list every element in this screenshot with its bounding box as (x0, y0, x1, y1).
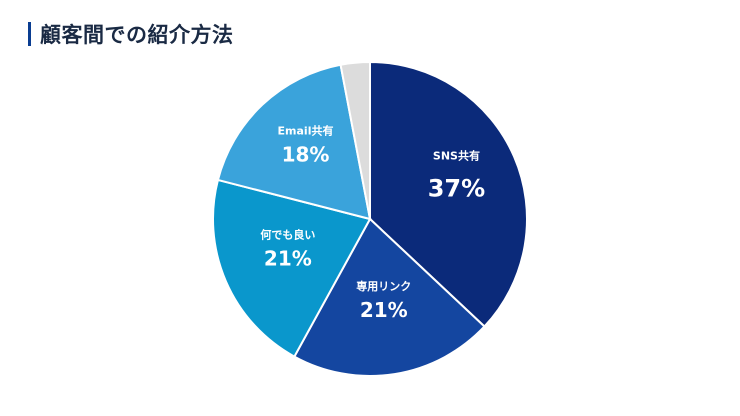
slice-category-label: Email共有 (278, 123, 334, 137)
slice-percent-label: 37% (428, 175, 485, 203)
slice-email (216, 63, 372, 221)
chart-title: 顧客間での紹介方法 (40, 23, 234, 47)
slice-percent-label: 21% (264, 247, 312, 271)
slice-category-label: 専用リンク (356, 279, 411, 293)
title-accent-bar (28, 22, 31, 46)
slice-any (212, 178, 372, 358)
slice-category-label: 何でも良い (260, 228, 315, 242)
slice-link (293, 217, 486, 377)
slice-other (339, 60, 371, 220)
slice-sns (369, 60, 528, 328)
slice-category-label: SNS共有 (433, 149, 480, 163)
slice-percent-label: 21% (360, 298, 408, 322)
slice-percent-label: 18% (282, 142, 330, 166)
